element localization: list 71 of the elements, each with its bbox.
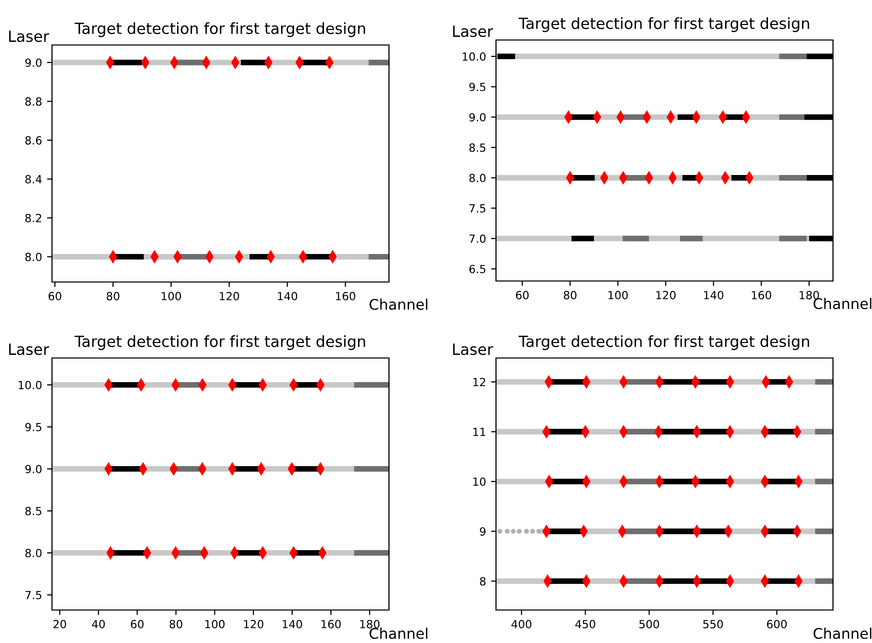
y-tick-label: 8.6 xyxy=(25,136,42,145)
x-axis-title: Channel xyxy=(814,298,872,310)
x-tick-label: 100 xyxy=(608,290,628,300)
x-tick-label: 60 xyxy=(516,290,529,300)
y-axis-title: Laser xyxy=(9,30,50,42)
y-tick-label: 6.5 xyxy=(469,264,486,274)
y-tick-label: 9.5 xyxy=(469,82,486,92)
y-axis-title: Laser xyxy=(453,344,494,356)
x-tick-label: 20 xyxy=(53,620,66,628)
x-tick-label: 550 xyxy=(703,620,723,628)
x-tick-label: 120 xyxy=(244,620,264,628)
y-tick-label: 10.0 xyxy=(18,380,42,390)
y-tick-label: 9.0 xyxy=(25,464,42,474)
chart-title: Target detection for first target design xyxy=(74,22,366,38)
y-axis-title: Laser xyxy=(453,26,494,38)
y-tick-label: 9.5 xyxy=(25,422,42,432)
y-tick-label: 10.0 xyxy=(462,52,486,61)
y-tick-label: 8.5 xyxy=(25,506,42,516)
x-tick-label: 160 xyxy=(336,292,356,300)
y-tick-label: 9.0 xyxy=(469,113,486,122)
x-tick-label: 180 xyxy=(800,290,819,300)
x-tick-label: 80 xyxy=(106,292,120,300)
point xyxy=(510,528,516,534)
x-tick-label: 120 xyxy=(220,292,240,300)
y-tick-label: 8.0 xyxy=(25,548,42,558)
x-axis-title: Channel xyxy=(370,628,428,639)
x-axis-title: Channel xyxy=(370,298,428,310)
x-axis-title: Channel xyxy=(814,628,872,639)
x-tick-label: 100 xyxy=(205,620,225,628)
x-tick-label: 80 xyxy=(564,290,576,300)
x-tick-label: 60 xyxy=(48,292,62,300)
y-axis-title: Laser xyxy=(9,344,50,356)
y-tick-label: 11 xyxy=(473,428,486,436)
y-tick-label: 8 xyxy=(480,577,486,586)
x-tick-label: 450 xyxy=(575,620,596,628)
point xyxy=(524,528,529,534)
chart-title: Target detection for first target design xyxy=(518,335,810,350)
x-tick-label: 100 xyxy=(162,292,181,300)
x-tick-label: 160 xyxy=(752,290,772,300)
point xyxy=(497,528,502,534)
x-tick-label: 40 xyxy=(92,620,105,628)
y-tick-label: 8.4 xyxy=(25,175,42,184)
x-tick-label: 140 xyxy=(278,292,298,300)
y-tick-label: 8.0 xyxy=(469,174,486,182)
x-tick-label: 160 xyxy=(322,620,341,628)
y-tick-label: 10 xyxy=(473,477,486,486)
y-tick-label: 9 xyxy=(480,527,486,536)
chart-title: Target detection for first target design xyxy=(518,17,810,32)
x-tick-label: 500 xyxy=(639,620,660,628)
y-tick-label: 9.0 xyxy=(25,58,42,67)
y-tick-label: 8.5 xyxy=(469,143,486,152)
x-tick-label: 60 xyxy=(130,620,144,628)
x-tick-label: 600 xyxy=(767,620,787,628)
y-tick-label: 8.0 xyxy=(25,252,42,262)
point xyxy=(536,528,542,534)
x-tick-label: 140 xyxy=(704,290,724,300)
x-tick-label: 80 xyxy=(170,620,182,628)
chart-title: Target detection for first target design xyxy=(74,335,366,350)
y-tick-label: 8.8 xyxy=(25,97,42,106)
y-tick-label: 7.0 xyxy=(470,234,486,243)
point xyxy=(504,528,510,534)
x-tick-label: 140 xyxy=(282,620,302,628)
point xyxy=(530,528,535,534)
x-tick-label: 400 xyxy=(511,620,532,628)
y-tick-label: 12 xyxy=(473,378,486,386)
point xyxy=(516,528,522,534)
y-tick-label: 7.5 xyxy=(26,591,42,600)
y-tick-label: 7.5 xyxy=(470,204,486,213)
y-tick-label: 8.2 xyxy=(25,214,42,222)
x-tick-label: 120 xyxy=(656,290,676,300)
x-tick-label: 180 xyxy=(360,620,380,628)
